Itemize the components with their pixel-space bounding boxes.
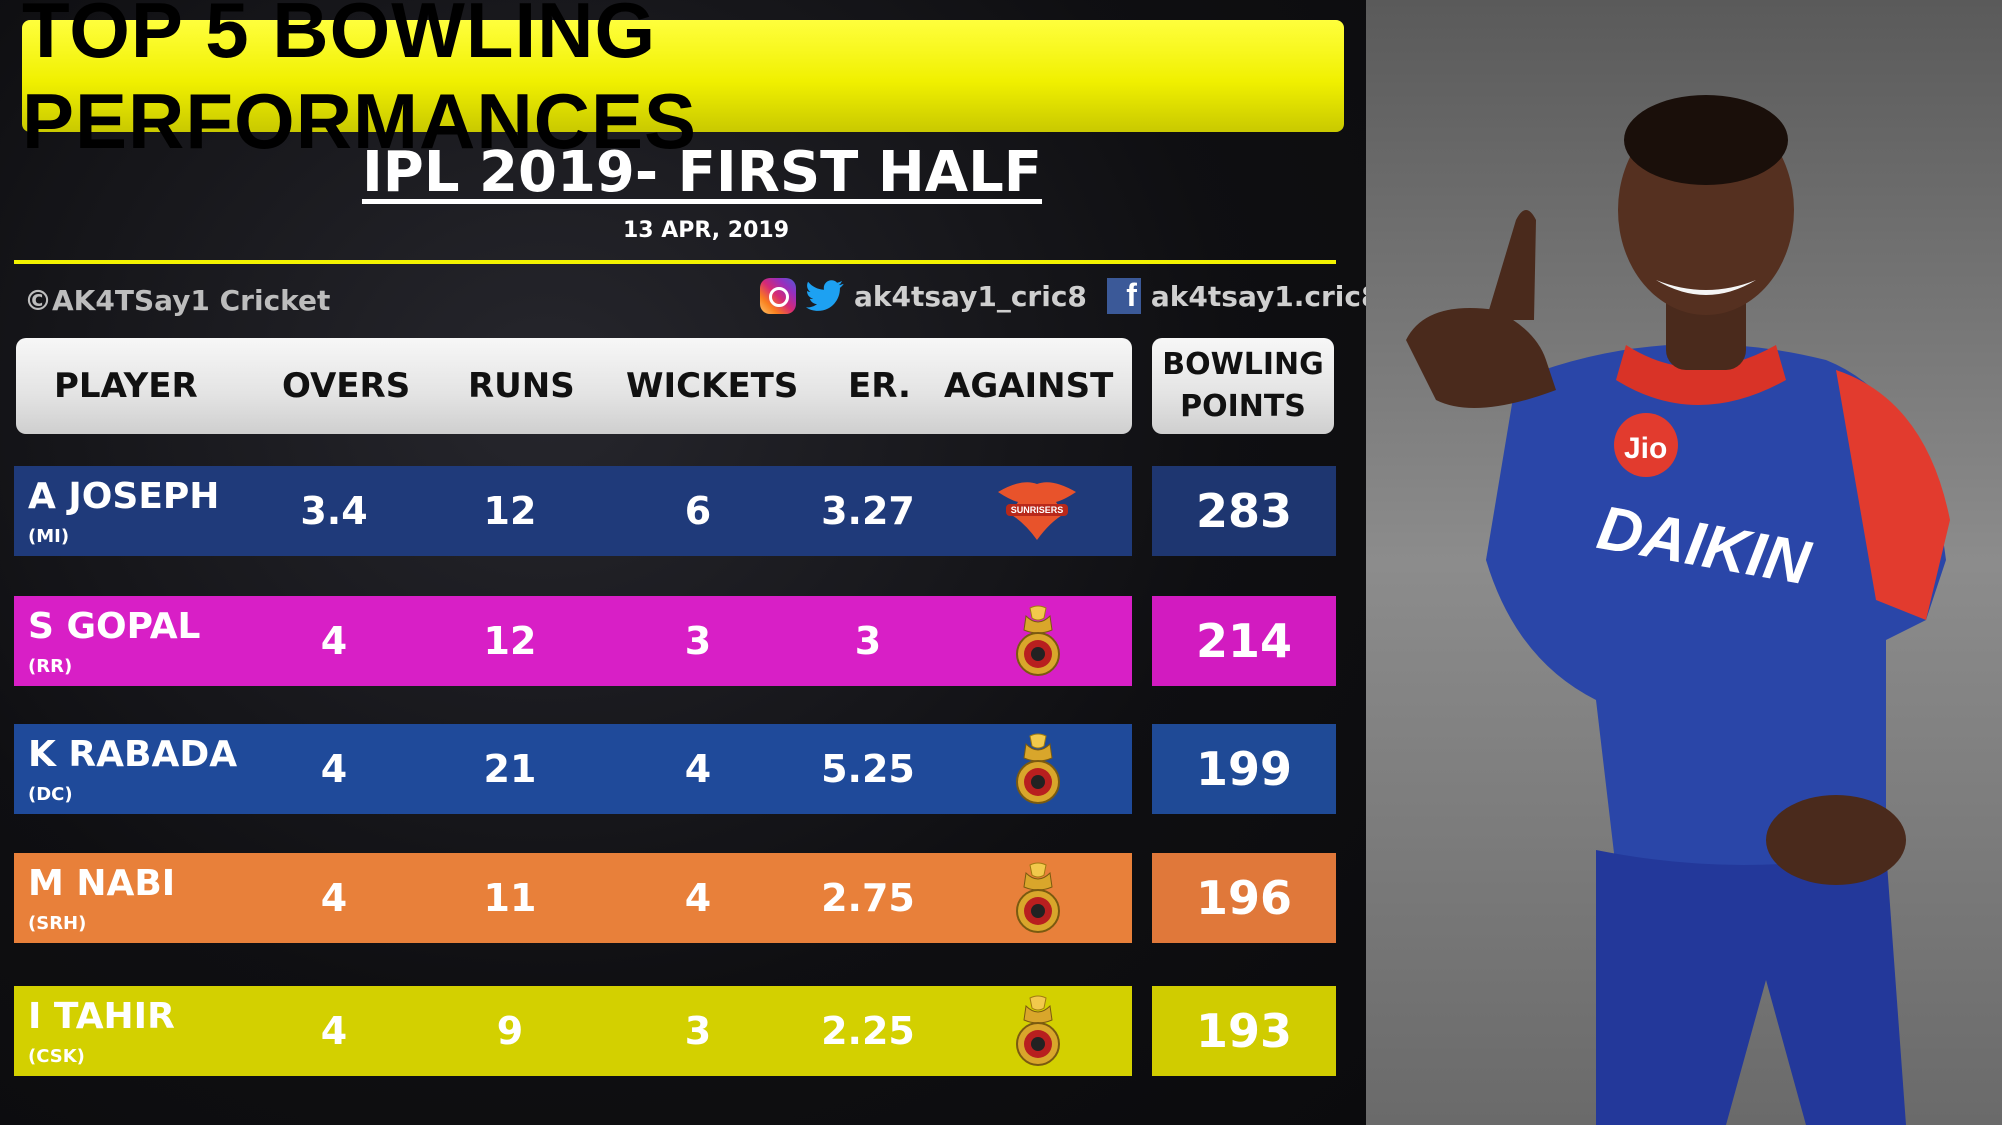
cell-er: 3 <box>854 619 882 663</box>
header-wickets: WICKETS <box>626 366 799 406</box>
twitter-icon <box>806 280 844 312</box>
player-illustration: DAIKIN Jio <box>1366 0 2002 1125</box>
cell-overs: 4 <box>320 876 348 920</box>
player-name: K RABADA <box>28 734 238 775</box>
header-runs: RUNS <box>468 366 575 406</box>
cell-wickets: 3 <box>684 619 712 663</box>
sunrisers-hyderabad-logo: SUNRISERS <box>994 478 1080 544</box>
header-points-line2: POINTS <box>1180 389 1306 424</box>
player-photo: DAIKIN Jio <box>1366 0 2002 1125</box>
divider <box>14 260 1336 264</box>
player-team: (MI) <box>28 526 70 547</box>
cell-wickets: 3 <box>684 1009 712 1053</box>
cell-er: 3.27 <box>821 489 915 533</box>
cell-wickets: 4 <box>684 747 712 791</box>
cell-er: 5.25 <box>821 747 915 791</box>
facebook-icon: f <box>1106 277 1141 314</box>
royal-challengers-bangalore-logo <box>1012 732 1064 806</box>
cell-overs: 3.4 <box>300 489 368 533</box>
header-overs: OVERS <box>282 366 411 406</box>
player-name: M NABI <box>28 863 176 904</box>
bowling-points: 199 <box>1152 724 1336 814</box>
cell-runs: 11 <box>483 876 537 920</box>
table-header: PLAYER OVERS RUNS WICKETS ER. AGAINST <box>16 338 1132 434</box>
player-name: S GOPAL <box>28 606 201 647</box>
credit-label: ©AK4TSay1 Cricket <box>24 284 331 317</box>
cell-runs: 9 <box>496 1009 524 1053</box>
cell-wickets: 4 <box>684 876 712 920</box>
cell-er: 2.75 <box>821 876 915 920</box>
cell-runs: 12 <box>483 619 537 663</box>
twitter-handle: ak4tsay1_cric8 <box>854 279 1087 313</box>
royal-challengers-bangalore-logo <box>1012 994 1064 1068</box>
page-title: TOP 5 BOWLING PERFORMANCES <box>22 0 698 165</box>
player-team: (RR) <box>28 656 73 677</box>
table-row: A JOSEPH (MI) 3.4 12 6 3.27 SUNRISERS <box>14 466 1132 556</box>
header-bowling-points: BOWLING POINTS <box>1152 338 1334 434</box>
table-row: M NABI (SRH) 4 11 4 2.75 <box>14 853 1132 943</box>
page-subtitle: IPL 2019- FIRST HALF <box>361 140 1043 205</box>
bowling-points: 193 <box>1152 986 1336 1076</box>
bowling-points: 214 <box>1152 596 1336 686</box>
title-banner: TOP 5 BOWLING PERFORMANCES <box>22 0 1344 165</box>
table-row: S GOPAL (RR) 4 12 3 3 <box>14 596 1132 686</box>
cell-overs: 4 <box>320 619 348 663</box>
bowling-points: 283 <box>1152 466 1336 556</box>
player-team: (DC) <box>28 784 73 805</box>
player-name: I TAHIR <box>28 996 175 1037</box>
player-team: (SRH) <box>28 913 87 934</box>
svg-text:SUNRISERS: SUNRISERS <box>1011 505 1064 515</box>
instagram-icon <box>760 278 796 314</box>
header-player: PLAYER <box>54 366 198 406</box>
cell-runs: 12 <box>483 489 537 533</box>
cell-overs: 4 <box>320 747 348 791</box>
header-against: AGAINST <box>944 366 1114 406</box>
royal-challengers-bangalore-logo <box>1012 861 1064 935</box>
cell-overs: 4 <box>320 1009 348 1053</box>
sponsor-logo-text: Jio <box>1624 432 1667 465</box>
social-handles: ak4tsay1_cric8 f ak4tsay1.cric8 <box>760 277 1381 314</box>
player-name: A JOSEPH <box>28 476 220 517</box>
bowling-points: 196 <box>1152 853 1336 943</box>
header-er: ER. <box>848 366 911 406</box>
cell-wickets: 6 <box>684 489 712 533</box>
table-row: K RABADA (DC) 4 21 4 5.25 <box>14 724 1132 814</box>
royal-challengers-bangalore-logo <box>1012 604 1064 678</box>
cell-runs: 21 <box>483 747 537 791</box>
header-points-line1: BOWLING <box>1162 347 1324 382</box>
cell-er: 2.25 <box>821 1009 915 1053</box>
facebook-handle: ak4tsay1.cric8 <box>1150 279 1381 313</box>
table-row: I TAHIR (CSK) 4 9 3 2.25 <box>14 986 1132 1076</box>
player-team: (CSK) <box>28 1046 85 1067</box>
date-label: 13 APR, 2019 <box>622 218 790 243</box>
